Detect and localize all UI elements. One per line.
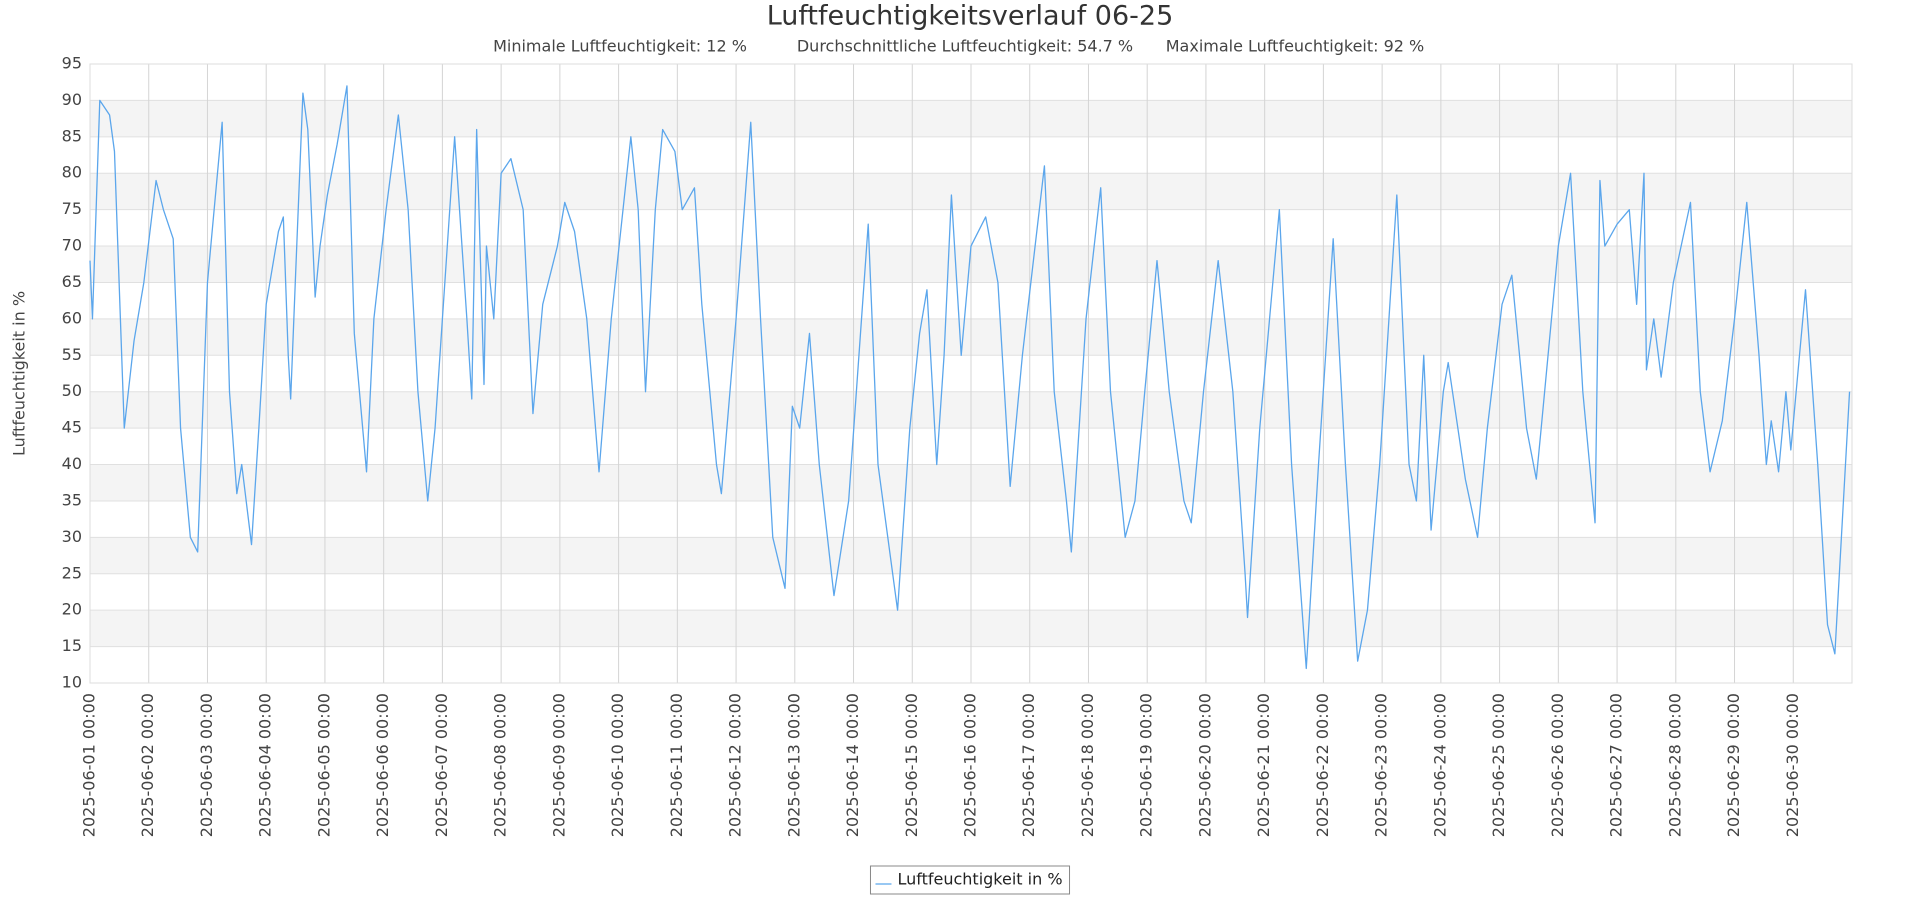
x-tick-label: 2025-06-27 00:00 <box>1607 693 1626 837</box>
x-tick-label: 2025-06-05 00:00 <box>314 693 333 837</box>
x-tick-label: 2025-06-26 00:00 <box>1548 693 1567 837</box>
x-tick-label: 2025-06-03 00:00 <box>197 693 216 837</box>
y-tick-label: 65 <box>62 272 82 291</box>
x-tick-label: 2025-06-11 00:00 <box>667 693 686 837</box>
y-tick-label: 45 <box>62 418 82 437</box>
y-tick-label: 30 <box>62 527 82 546</box>
x-tick-label: 2025-06-21 00:00 <box>1254 693 1273 837</box>
x-tick-label: 2025-06-25 00:00 <box>1489 693 1508 837</box>
x-tick-label: 2025-06-19 00:00 <box>1137 693 1156 837</box>
grid <box>89 63 1852 684</box>
y-tick-label: 20 <box>62 600 82 619</box>
y-tick-label: 25 <box>62 563 82 582</box>
legend-label: Luftfeuchtigkeit in % <box>897 870 1062 889</box>
y-tick-label: 70 <box>62 236 82 255</box>
y-tick-label: 75 <box>62 199 82 218</box>
subtitle: Durchschnittliche Luftfeuchtigkeit: 54.7… <box>797 37 1133 56</box>
x-tick-label: 2025-06-08 00:00 <box>491 693 510 837</box>
plot-border <box>89 63 1853 684</box>
x-tick-label: 2025-06-20 00:00 <box>1195 693 1214 837</box>
x-tick-label: 2025-06-22 00:00 <box>1313 693 1332 837</box>
x-tick-label: 2025-06-18 00:00 <box>1078 693 1097 837</box>
x-tick-label: 2025-06-02 00:00 <box>138 693 157 837</box>
y-tick-label: 40 <box>62 454 82 473</box>
x-tick-label: 2025-06-17 00:00 <box>1019 693 1038 837</box>
y-tick-label: 10 <box>62 673 82 692</box>
legend-box <box>869 865 1071 895</box>
x-tick-label: 2025-06-06 00:00 <box>373 693 392 837</box>
x-tick-label: 2025-06-07 00:00 <box>432 693 451 837</box>
x-tick-label: 2025-06-16 00:00 <box>961 693 980 837</box>
y-tick-label: 35 <box>62 490 82 509</box>
subtitle: Maximale Luftfeuchtigkeit: 92 % <box>1166 37 1425 56</box>
x-tick-label: 2025-06-15 00:00 <box>902 693 921 837</box>
y-tick-label: 85 <box>62 126 82 145</box>
y-tick-label: 80 <box>62 163 82 182</box>
y-tick-label: 15 <box>62 636 82 655</box>
x-tick-label: 2025-06-30 00:00 <box>1783 693 1802 837</box>
y-tick-label: 60 <box>62 308 82 327</box>
x-tick-label: 2025-06-29 00:00 <box>1724 693 1743 837</box>
x-tick-label: 2025-06-10 00:00 <box>608 693 627 837</box>
data-line <box>89 85 1851 670</box>
y-tick-label: 90 <box>62 90 82 109</box>
y-tick-label: 95 <box>62 54 82 73</box>
x-tick-label: 2025-06-23 00:00 <box>1372 693 1391 837</box>
x-tick-label: 2025-06-01 00:00 <box>80 693 99 837</box>
x-tick-label: 2025-06-04 00:00 <box>256 693 275 837</box>
y-tick-label: 50 <box>62 381 82 400</box>
x-tick-label: 2025-06-28 00:00 <box>1665 693 1684 837</box>
y-axis-label: Luftfeuchtigkeit in % <box>10 291 29 456</box>
x-tick-label: 2025-06-09 00:00 <box>549 693 568 837</box>
y-tick-label: 55 <box>62 345 82 364</box>
x-tick-label: 2025-06-12 00:00 <box>726 693 745 837</box>
chart-title: Luftfeuchtigkeitsverlauf 06-25 <box>767 1 1174 32</box>
x-tick-label: 2025-06-14 00:00 <box>843 693 862 837</box>
x-tick-label: 2025-06-24 00:00 <box>1430 693 1449 837</box>
x-tick-label: 2025-06-13 00:00 <box>784 693 803 837</box>
subtitle: Minimale Luftfeuchtigkeit: 12 % <box>493 37 747 56</box>
